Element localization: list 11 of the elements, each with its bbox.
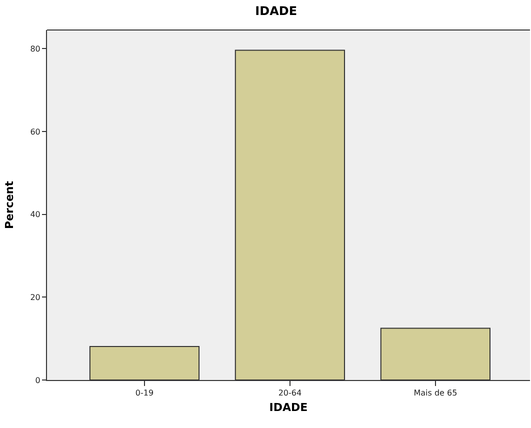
y-tick-label: 60	[30, 127, 40, 136]
y-axis-title: Percent	[2, 180, 16, 230]
chart-title: IDADE	[255, 4, 298, 18]
y-tick-label: 40	[30, 210, 40, 220]
y-tick-label: 0	[35, 376, 40, 385]
x-tick-label: 0-19	[135, 388, 154, 398]
x-axis-title: IDADE	[269, 400, 308, 414]
x-tick-label: Mais de 65	[414, 388, 458, 398]
y-tick-label: 80	[30, 44, 40, 54]
y-tick-label: 20	[30, 292, 40, 302]
x-tick-label: 20-64	[278, 388, 302, 398]
